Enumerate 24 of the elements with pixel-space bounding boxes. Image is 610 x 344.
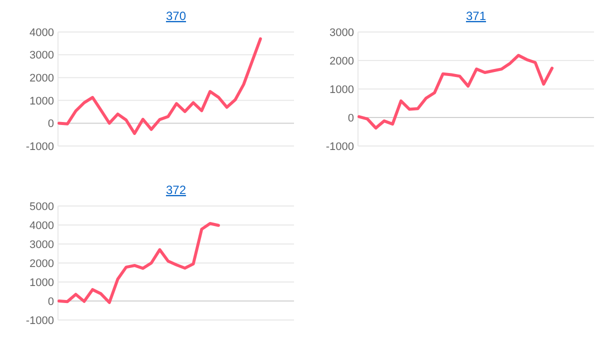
- y-tick-label: 3000: [30, 50, 54, 62]
- line-series: [58, 37, 262, 135]
- chart-title: 370: [166, 9, 186, 23]
- chart-title: 371: [466, 9, 486, 23]
- y-tick-label: 4000: [30, 220, 54, 232]
- y-tick-label: 2000: [30, 72, 54, 84]
- y-tick-label: 0: [348, 112, 354, 124]
- y-tick-label: 1000: [330, 84, 354, 96]
- y-tick-label: 3000: [330, 26, 354, 39]
- y-tick-label: 0: [48, 296, 54, 308]
- chart-title: 372: [166, 183, 186, 197]
- y-tick-label: 2000: [30, 258, 54, 270]
- y-tick-label: -1000: [326, 140, 354, 153]
- y-tick-label: -1000: [26, 140, 54, 153]
- line-series: [58, 222, 220, 304]
- y-tick-label: 5000: [30, 200, 54, 213]
- y-tick-label: 2000: [330, 55, 354, 68]
- y-tick-label: 1000: [30, 276, 54, 289]
- y-tick-label: 0: [48, 118, 54, 130]
- line-series: [358, 54, 554, 130]
- y-tick-label: 4000: [30, 26, 54, 39]
- y-tick-label: 3000: [30, 238, 54, 251]
- y-tick-label: -1000: [26, 314, 54, 327]
- y-tick-label: 1000: [30, 95, 54, 108]
